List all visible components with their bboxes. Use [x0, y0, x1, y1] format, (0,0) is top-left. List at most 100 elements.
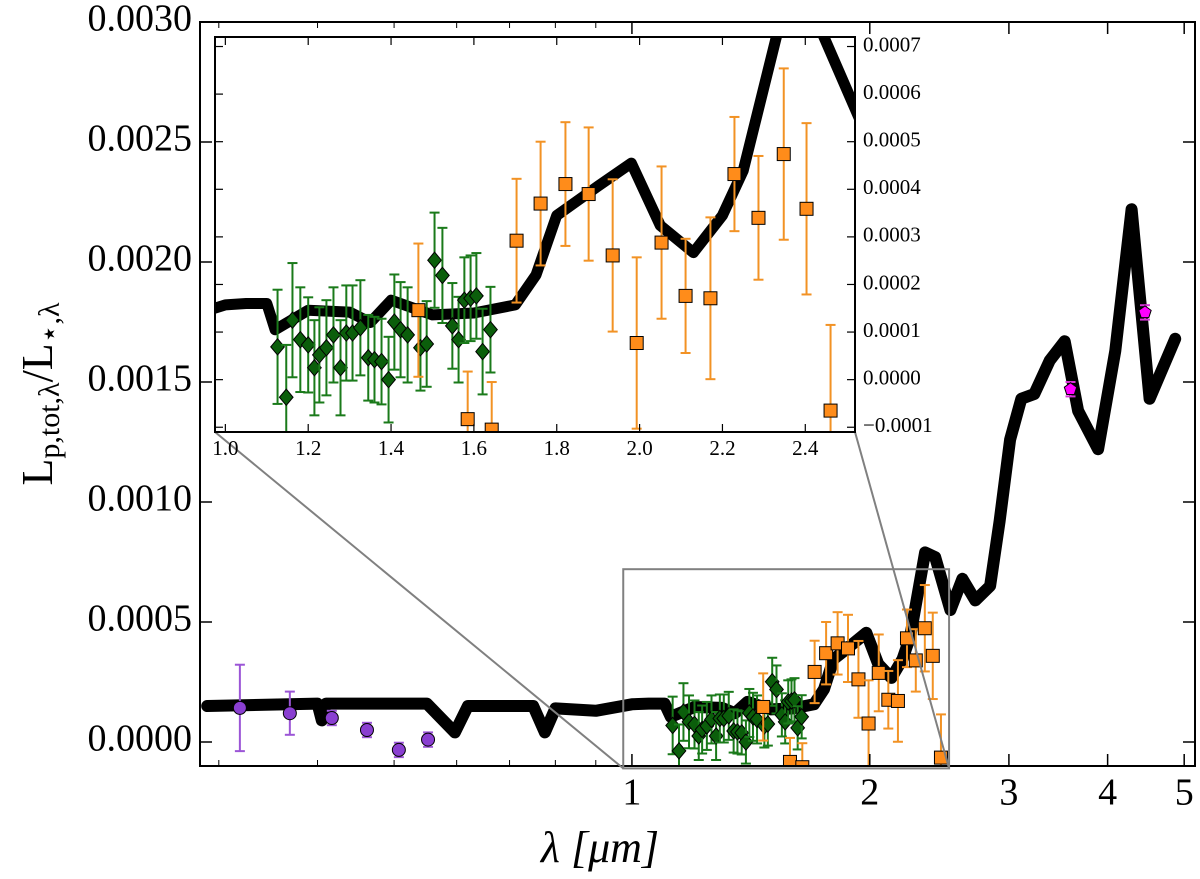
marker: [411, 303, 426, 318]
marker: [444, 316, 460, 335]
marker: [751, 210, 766, 225]
marker: [727, 167, 742, 182]
marker: [861, 716, 876, 731]
marker: [795, 760, 810, 766]
marker: [925, 648, 940, 663]
marker: [468, 286, 484, 305]
marker: [374, 352, 390, 371]
inset-y-tick-label: 0.0000: [863, 365, 921, 389]
marker: [484, 422, 499, 432]
inset-y-tick-label: 0.0004: [863, 175, 921, 199]
marker: [381, 370, 397, 389]
marker: [421, 732, 436, 747]
marker: [324, 711, 339, 725]
marker: [819, 646, 834, 661]
marker: [460, 412, 475, 427]
y-axis-label: Lp,tot,λ/L⋆,λ: [13, 302, 66, 485]
marker: [769, 680, 784, 699]
inset-y-tick-label: −0.0001: [863, 413, 933, 437]
y-tick-label: 0.0020: [88, 238, 193, 280]
x-tick-label: 4: [1098, 772, 1117, 814]
marker: [738, 733, 754, 751]
inset-x-tick-label: 2.2: [709, 436, 735, 460]
marker: [284, 311, 300, 330]
marker: [300, 336, 316, 354]
plot-area: [15, 37, 855, 432]
marker: [890, 693, 905, 708]
marker: [749, 710, 765, 729]
marker: [325, 326, 341, 344]
inset-x-tick-label: 1.0: [212, 436, 238, 460]
inset-x-tick-label: 1.8: [544, 436, 570, 460]
y-tick-label: 0.0015: [88, 358, 193, 400]
marker: [391, 742, 406, 757]
marker: [1063, 382, 1078, 395]
inset-y-tick-label: 0.0003: [863, 223, 921, 247]
marker: [359, 723, 374, 737]
x-tick-label: 5: [1175, 772, 1194, 814]
inset-y-tick-label: 0.0001: [863, 318, 921, 342]
marker: [756, 699, 771, 714]
inset-x-tick-label: 1.2: [295, 436, 321, 460]
y-tick-label: 0.0025: [88, 118, 193, 160]
marker: [434, 266, 450, 285]
marker: [605, 248, 620, 263]
marker: [799, 201, 814, 216]
marker: [794, 707, 810, 726]
inset-y-tick-label: 0.0005: [863, 128, 921, 152]
y-label-part: /L: [13, 343, 62, 382]
marker: [1138, 305, 1152, 319]
marker: [703, 291, 718, 306]
marker: [232, 700, 247, 715]
x-tick-label: 3: [999, 772, 1018, 814]
marker: [807, 664, 822, 679]
marker: [678, 288, 693, 303]
marker: [776, 147, 791, 162]
inset-y-tick-label: 0.0002: [863, 270, 921, 294]
marker: [482, 320, 498, 339]
inset-axes: −0.0001 0.0000 0.0001 0.0002 0.0003 0.0004 0.0…: [15, 32, 933, 460]
marker: [352, 318, 368, 337]
marker: [509, 233, 524, 248]
axes-frame: [199, 21, 1196, 767]
marker: [419, 335, 435, 353]
marker: [629, 336, 644, 351]
y-label-sub: ⋆,λ: [33, 302, 66, 343]
inset-background: [215, 37, 855, 432]
x-tick-label: 2: [860, 772, 879, 814]
inset-x-tick-label: 2.0: [626, 436, 652, 460]
zoom-box: [622, 568, 951, 770]
y-tick-label: 0.0030: [88, 0, 193, 40]
marker: [581, 187, 596, 202]
marker: [475, 342, 491, 361]
model-line: [215, 37, 855, 336]
y-label-sub: p,tot,λ: [33, 382, 66, 459]
marker: [15, 389, 28, 402]
inset-y-tick-label: 0.0007: [863, 32, 921, 56]
marker: [400, 326, 416, 344]
marker: [282, 706, 297, 721]
inset-x-tick-label: 2.4: [792, 436, 819, 460]
y-tick-label: 0.0005: [88, 598, 193, 640]
marker: [533, 196, 548, 211]
inset-x-tick-label: 1.4: [378, 436, 405, 460]
y-tick-label: 0.0010: [88, 478, 193, 520]
main-axes: 0.0000 0.0005 0.0010 0.0015 0.0020 0.0025 0.00…: [15, 0, 1196, 814]
marker: [671, 741, 687, 760]
inset-frame: [214, 36, 856, 433]
marker: [840, 641, 855, 656]
inset-y-tick-label: 0.0006: [863, 80, 921, 104]
marker: [665, 716, 681, 735]
zoom-connector: [214, 431, 624, 770]
y-tick-label: 0.0000: [88, 718, 193, 760]
marker: [318, 338, 334, 357]
marker: [427, 251, 443, 270]
marker: [851, 672, 866, 687]
marker: [333, 358, 348, 377]
marker: [654, 235, 669, 250]
marker: [278, 388, 294, 407]
marker: [823, 403, 838, 418]
marker: [917, 621, 932, 636]
marker: [871, 665, 886, 680]
